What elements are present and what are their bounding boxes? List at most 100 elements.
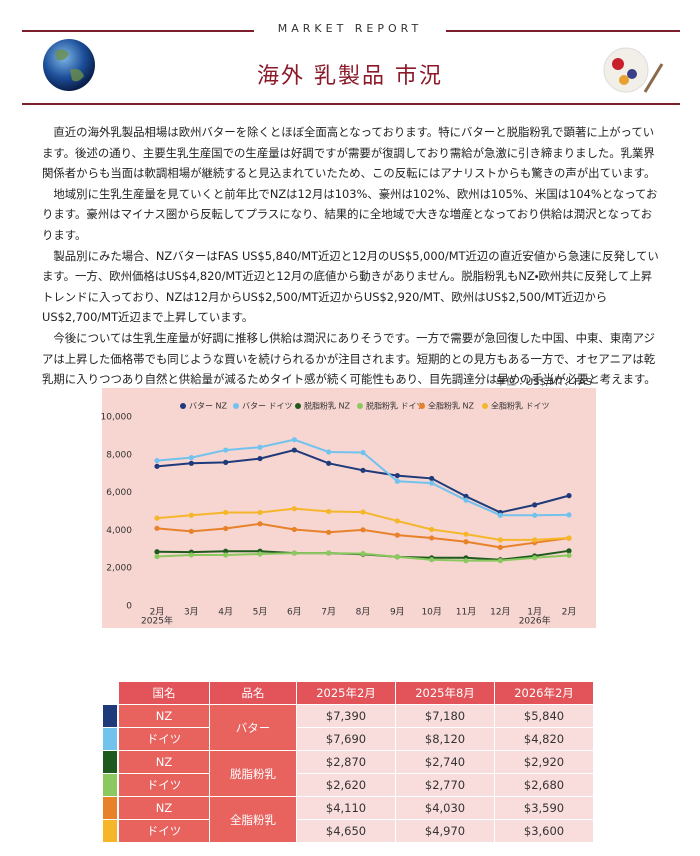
legend-label: 全脂粉乳 NZ: [428, 401, 475, 411]
title: 海外 乳製品 市況: [257, 64, 443, 89]
data-point: [291, 437, 297, 443]
header-cell: 国名: [119, 682, 210, 705]
legend-label: バター NZ: [189, 402, 228, 411]
data-point: [257, 551, 263, 557]
val: $8,120: [396, 728, 495, 751]
berry: [619, 75, 629, 85]
data-point: [497, 537, 503, 543]
data-point: [223, 525, 229, 532]
x-tick-label: 9月: [390, 607, 405, 618]
prd: 脱脂粉乳: [210, 751, 297, 797]
val: $4,820: [495, 728, 594, 751]
data-point: [532, 537, 538, 543]
rule: [22, 103, 680, 105]
val: $7,390: [297, 705, 396, 728]
sw: [103, 682, 119, 705]
val: $4,650: [297, 820, 396, 843]
prd: バター: [210, 705, 297, 751]
bowl-icon: [603, 47, 649, 93]
x-tick-label: 5月: [253, 607, 268, 618]
x-tick-label: 4月: [218, 607, 233, 618]
legend-marker: [233, 403, 239, 409]
data-point: [223, 509, 229, 516]
data-table: 国名 品名 2025年2月 2025年8月 2026年2月 NZ バター $7,390 $7,1…: [103, 682, 594, 843]
y-tick-label: 6,000: [106, 488, 132, 498]
data-point: [429, 526, 435, 533]
data-point: [394, 518, 400, 524]
data-point: [497, 558, 503, 564]
data-point: [394, 472, 400, 479]
header-cell: 品名: [210, 682, 297, 705]
data-point: [429, 475, 435, 482]
val: $2,620: [297, 774, 396, 797]
berry: [627, 69, 637, 79]
paragraph: 今後については生乳生産量が好調に推移し供給は潤沢にありそうです。一方で需要が急回…: [42, 330, 656, 387]
data-point: [463, 531, 469, 537]
data-point: [463, 558, 469, 564]
header-cell: 2026年2月: [495, 682, 594, 705]
sw: [103, 820, 119, 843]
data-point: [394, 554, 400, 560]
data-point: [429, 557, 435, 563]
x-year-label: 2026年: [519, 615, 551, 627]
paragraph: 製品別にみた場合、NZバターはFAS US$5,840/MT近辺と12月のUS$…: [42, 248, 659, 325]
cty: NZ: [119, 705, 210, 728]
legend-label: バター ドイツ: [242, 402, 293, 411]
body-text: 直近の海外乳製品相場は欧州バターを除くとほぼ全面高となっております。特にバターと…: [42, 122, 662, 390]
val: $2,770: [396, 774, 495, 797]
data-point: [154, 549, 160, 555]
data-point: [532, 555, 538, 561]
data-point: [326, 508, 332, 515]
legend-marker: [482, 403, 488, 409]
x-tick-label: 11月: [456, 607, 476, 618]
x-year-label: 2025年: [141, 615, 173, 627]
data-point: [257, 509, 263, 516]
data-point: [223, 447, 229, 453]
chart-panel: [102, 388, 596, 628]
data-point: [291, 447, 297, 453]
data-point: [188, 512, 194, 518]
data-point: [566, 548, 572, 554]
header-icons: [43, 39, 664, 93]
cty: ドイツ: [119, 820, 210, 843]
data-point: [291, 550, 297, 556]
data-point: [188, 552, 194, 558]
spoon: [643, 63, 664, 93]
data-point: [566, 535, 572, 541]
header-cell: 2025年2月: [297, 682, 396, 705]
subtitle: MARKET REPORT: [277, 22, 423, 35]
sw: [103, 705, 119, 728]
data-point: [532, 512, 538, 518]
data-point: [326, 550, 332, 556]
data-point: [188, 460, 194, 466]
data-point: [429, 480, 435, 486]
paragraph: 地域別に生乳生産量を見ていくと前年比でNZは12月は103%、豪州は102%、欧…: [42, 186, 658, 242]
legend-marker: [180, 403, 186, 409]
data-point: [257, 455, 263, 462]
val: $2,680: [495, 774, 594, 797]
data-point: [360, 509, 366, 515]
x-tick-label: 12月: [490, 607, 510, 618]
val: $7,690: [297, 728, 396, 751]
x-tick-label: 2月: [150, 607, 165, 618]
y-tick-label: 4,000: [106, 526, 132, 536]
y-tick-label: 10,000: [101, 413, 133, 423]
data-point: [223, 459, 229, 465]
y-tick-label: 8,000: [106, 450, 132, 460]
data-point: [463, 497, 469, 503]
header-cell: 2025年8月: [396, 682, 495, 705]
data-point: [394, 478, 400, 484]
data-point: [326, 449, 332, 455]
sw: [103, 751, 119, 774]
legend-label: 全脂粉乳 ドイツ: [491, 401, 550, 411]
x-tick-label: 2月: [562, 607, 577, 618]
y-tick-label: 0: [126, 602, 132, 612]
cty: NZ: [119, 797, 210, 820]
rule: [446, 30, 680, 32]
val: $7,180: [396, 705, 495, 728]
y-tick-label: 2,000: [106, 564, 132, 574]
data-point: [291, 506, 297, 512]
x-tick-label: 7月: [321, 607, 336, 618]
val: $3,600: [495, 820, 594, 843]
